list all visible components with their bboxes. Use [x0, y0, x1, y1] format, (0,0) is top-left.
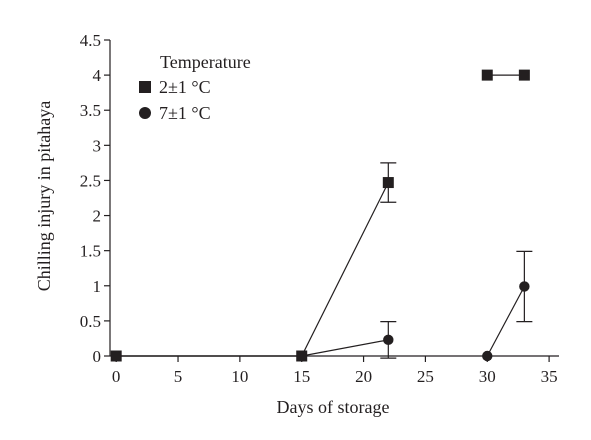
series-2-line — [116, 339, 389, 357]
y-tick-label: 3 — [93, 136, 102, 155]
x-tick-label: 10 — [231, 367, 248, 386]
y-tick-label: 1.5 — [80, 242, 101, 261]
x-tick-label: 20 — [355, 367, 372, 386]
y-tick-label: 1 — [93, 277, 102, 296]
series-2-line — [486, 286, 525, 357]
y-tick-label: 2.5 — [80, 171, 101, 190]
error-bars — [380, 162, 533, 359]
y-tick-label: 3.5 — [80, 101, 101, 120]
series-1-line — [116, 182, 389, 357]
legend-marker-series-1 — [139, 81, 151, 93]
x-ticks: 0 5 10 15 20 25 30 35 — [112, 356, 558, 386]
series-1-point — [518, 69, 530, 81]
x-tick-label: 0 — [112, 367, 121, 386]
x-tick-label: 25 — [417, 367, 434, 386]
series-1-point — [481, 69, 493, 81]
series-markers — [110, 69, 530, 362]
y-tick-label: 4.5 — [80, 31, 101, 50]
legend-title: Temperature — [160, 52, 251, 72]
y-ticks: 0 0.5 1 1.5 2 2.5 3 3.5 4 4.5 — [80, 31, 110, 366]
legend-marker-series-2 — [139, 107, 151, 119]
series-2-point — [110, 350, 122, 362]
x-tick-label: 35 — [541, 367, 558, 386]
series-2-point — [519, 281, 530, 292]
x-axis-title: Days of storage — [277, 397, 390, 417]
y-tick-label: 0.5 — [80, 312, 101, 331]
series-2-point — [296, 350, 307, 362]
y-tick-label: 2 — [93, 207, 102, 226]
legend: Temperature 2±1 °C 7±1 °C — [139, 52, 251, 123]
y-tick-label: 4 — [93, 66, 102, 85]
legend-label-series-1: 2±1 °C — [159, 77, 211, 97]
series-2-point — [383, 334, 394, 346]
series-1-point — [382, 177, 394, 189]
x-tick-label: 15 — [293, 367, 310, 386]
y-tick-label: 0 — [93, 347, 102, 366]
series-2-point — [482, 350, 493, 362]
legend-label-series-2: 7±1 °C — [159, 103, 211, 123]
x-tick-label: 5 — [174, 367, 183, 386]
y-axis-title: Chilling injury in pitahaya — [34, 101, 54, 291]
x-tick-label: 30 — [479, 367, 496, 386]
